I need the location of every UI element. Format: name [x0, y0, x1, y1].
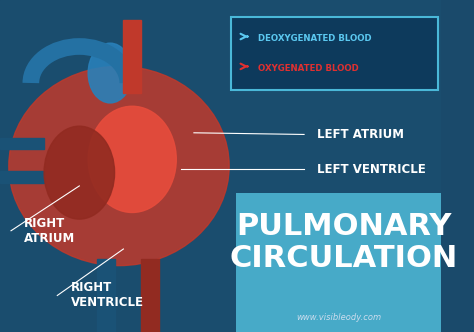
Text: RIGHT
VENTRICLE: RIGHT VENTRICLE — [71, 282, 144, 309]
Ellipse shape — [88, 43, 132, 103]
Text: www.visibleody.com: www.visibleody.com — [297, 313, 382, 322]
Ellipse shape — [88, 106, 176, 212]
Text: LEFT ATRIUM: LEFT ATRIUM — [317, 128, 404, 141]
Text: LEFT VENTRICLE: LEFT VENTRICLE — [317, 163, 426, 176]
Bar — [0, 171, 44, 183]
Bar — [97, 259, 115, 332]
Text: OXYGENATED BLOOD: OXYGENATED BLOOD — [258, 63, 358, 73]
Text: RIGHT
ATRIUM: RIGHT ATRIUM — [24, 217, 75, 245]
Bar — [141, 259, 159, 332]
Text: DEOXYGENATED BLOOD: DEOXYGENATED BLOOD — [258, 34, 372, 43]
Ellipse shape — [9, 66, 229, 266]
Text: PULMONARY
CIRCULATION: PULMONARY CIRCULATION — [229, 212, 458, 273]
FancyBboxPatch shape — [236, 193, 441, 332]
FancyBboxPatch shape — [231, 17, 438, 90]
Bar — [0, 138, 44, 149]
Ellipse shape — [44, 126, 115, 219]
Bar — [123, 20, 141, 93]
